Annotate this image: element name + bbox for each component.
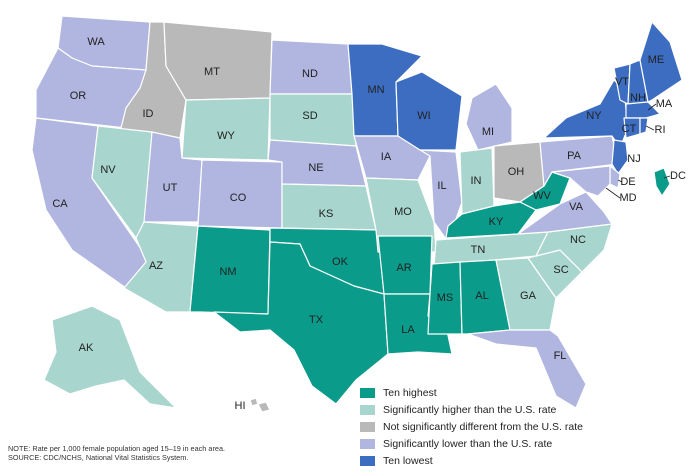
state-MT: [163, 21, 273, 101]
leader-RI: [645, 125, 655, 131]
legend-label: Ten highest: [383, 386, 437, 399]
label-DE: DE: [620, 176, 635, 188]
leader-DC: [663, 175, 671, 179]
label-NH: NH: [630, 92, 646, 104]
label-RI: RI: [655, 124, 666, 136]
legend-label: Significantly lower than the U.S. rate: [383, 437, 553, 450]
label-AZ: AZ: [149, 260, 163, 272]
legend-item: Not significantly different from the U.S…: [360, 418, 660, 435]
state-WI: [395, 71, 463, 151]
state-MS: [427, 261, 463, 335]
label-VT: VT: [615, 76, 629, 88]
legend-label: Not significantly different from the U.S…: [383, 420, 583, 433]
state-labels: WA OR CA ID MT WY NV UT CO AZ NM ND SD N…: [52, 36, 686, 412]
label-CT: CT: [622, 123, 637, 135]
label-WI: WI: [417, 110, 430, 122]
label-LA: LA: [401, 324, 415, 336]
legend-label: Significantly higher than the U.S. rate: [383, 403, 557, 416]
label-WY: WY: [217, 130, 235, 142]
label-OH: OH: [508, 166, 525, 178]
legend-swatch: [360, 387, 375, 398]
label-GA: GA: [520, 290, 537, 302]
label-ME: ME: [648, 54, 665, 66]
state-MI: [465, 83, 513, 151]
legend-swatch: [360, 455, 375, 466]
legend-item: Significantly higher than the U.S. rate: [360, 401, 660, 418]
state-HI: [249, 397, 271, 413]
note-text: NOTE: Rate per 1,000 female population a…: [8, 444, 226, 453]
state-RI: [639, 117, 649, 135]
leader-MA: [647, 103, 657, 111]
label-NJ: NJ: [627, 153, 640, 165]
label-CO: CO: [230, 192, 247, 204]
legend: Ten highest Significantly higher than th…: [360, 384, 660, 469]
label-AR: AR: [396, 262, 411, 274]
leader-lines: [605, 103, 671, 199]
label-MD: MD: [619, 192, 636, 204]
footnote: NOTE: Rate per 1,000 female population a…: [8, 444, 225, 462]
label-MN: MN: [367, 84, 384, 96]
legend-swatch: [360, 421, 375, 432]
label-SC: SC: [553, 264, 568, 276]
label-OR: OR: [70, 90, 87, 102]
label-ND: ND: [302, 68, 318, 80]
label-NM: NM: [219, 266, 236, 278]
state-GA: [495, 257, 557, 331]
label-IA: IA: [381, 151, 392, 163]
source-text: SOURCE: CDC/NCHS, National Vital Statist…: [8, 453, 189, 462]
label-MO: MO: [394, 206, 412, 218]
label-TX: TX: [309, 314, 324, 326]
state-NJ: [611, 139, 629, 175]
label-NY: NY: [586, 110, 602, 122]
label-OK: OK: [332, 256, 349, 268]
label-MA: MA: [656, 98, 673, 110]
state-MD: [551, 165, 611, 197]
label-IL: IL: [437, 180, 446, 192]
label-KY: KY: [489, 216, 504, 228]
label-SD: SD: [302, 110, 317, 122]
label-NV: NV: [100, 164, 116, 176]
leader-DE: [617, 179, 623, 183]
legend-item: Ten lowest: [360, 452, 660, 469]
label-AL: AL: [475, 290, 488, 302]
label-FL: FL: [554, 350, 567, 362]
label-NE: NE: [308, 162, 323, 174]
label-CA: CA: [52, 198, 68, 210]
state-AK: [43, 305, 177, 409]
state-TX: [213, 241, 389, 405]
state-MA: [625, 101, 661, 119]
label-KS: KS: [319, 208, 334, 220]
label-DC: DC: [670, 170, 686, 182]
state-FL: [467, 329, 587, 409]
label-HI: HI: [235, 400, 246, 412]
legend-label: Ten lowest: [383, 454, 433, 467]
label-WA: WA: [87, 36, 105, 48]
label-NC: NC: [570, 234, 586, 246]
legend-item: Significantly lower than the U.S. rate: [360, 435, 660, 452]
label-TN: TN: [471, 244, 486, 256]
legend-swatch: [360, 404, 375, 415]
legend-item: Ten highest: [360, 384, 660, 401]
legend-swatch: [360, 438, 375, 449]
label-AK: AK: [79, 342, 94, 354]
label-MS: MS: [437, 292, 454, 304]
label-MI: MI: [482, 126, 494, 138]
label-VA: VA: [569, 201, 584, 213]
state-DC: [653, 167, 671, 197]
label-UT: UT: [163, 182, 178, 194]
label-PA: PA: [567, 150, 582, 162]
label-IN: IN: [471, 175, 482, 187]
leader-MD: [605, 187, 621, 199]
label-WV: WV: [533, 190, 551, 202]
label-ID: ID: [143, 108, 154, 120]
label-MT: MT: [204, 66, 220, 78]
